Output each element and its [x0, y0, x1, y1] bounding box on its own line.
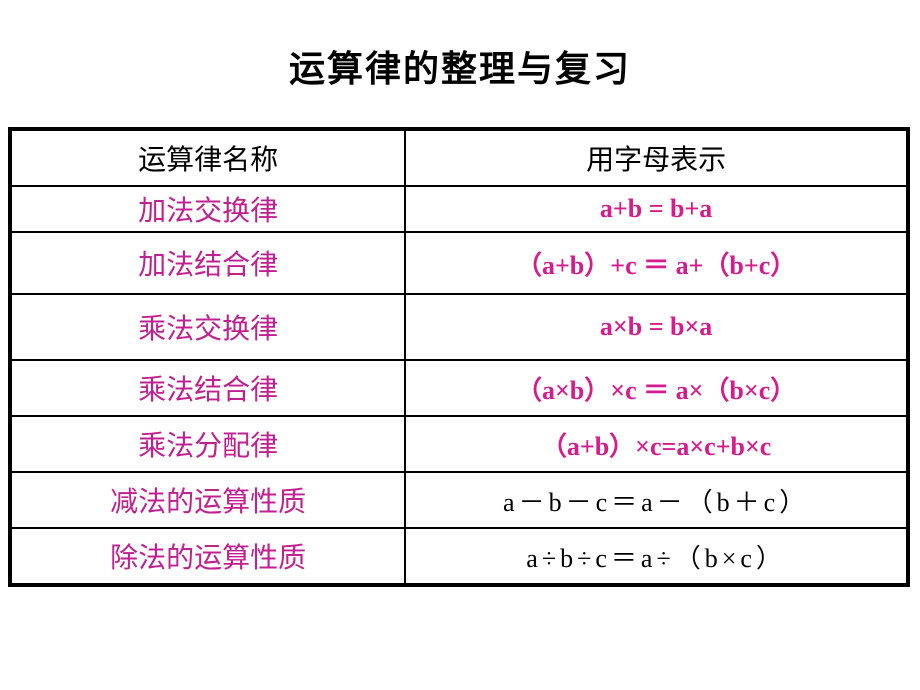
law-name: 乘法交换律 [138, 314, 278, 345]
law-name: 乘法结合律 [138, 375, 278, 406]
table-row: 乘法分配律 （a+b）×c=a×c+b×c [11, 416, 907, 472]
law-formula: （a×b）×c ＝ a×（b×c） [516, 376, 796, 405]
law-name: 乘法分配律 [138, 431, 278, 462]
law-formula: （a+b）×c=a×c+b×c [541, 432, 771, 461]
table-row: 减法的运算性质 a－b－c＝a－（b＋c） [11, 472, 907, 528]
page-title: 运算律的整理与复习 [0, 0, 920, 127]
header-name: 运算律名称 [11, 130, 405, 186]
table-row: 除法的运算性质 a÷b÷c＝a÷（b×c） [11, 528, 907, 584]
laws-table: 运算律名称 用字母表示 加法交换律 a+b = b+a 加法结合律 （a+b）+… [10, 129, 908, 585]
law-name: 加法结合律 [138, 250, 278, 281]
header-formula: 用字母表示 [405, 130, 907, 186]
laws-table-container: 运算律名称 用字母表示 加法交换律 a+b = b+a 加法结合律 （a+b）+… [8, 127, 910, 587]
law-name: 加法交换律 [138, 196, 278, 227]
law-name: 减法的运算性质 [110, 487, 306, 518]
law-formula: a÷b÷c＝a÷（b×c） [526, 544, 786, 573]
table-row: 加法结合律 （a+b）+c ＝ a+（b+c） [11, 232, 907, 294]
table-row: 乘法交换律 a×b = b×a [11, 294, 907, 360]
table-header-row: 运算律名称 用字母表示 [11, 130, 907, 186]
law-formula: a+b = b+a [600, 194, 712, 223]
law-formula: a×b = b×a [600, 312, 712, 341]
table-row: 乘法结合律 （a×b）×c ＝ a×（b×c） [11, 360, 907, 416]
law-formula: a－b－c＝a－（b＋c） [503, 488, 809, 517]
law-name: 除法的运算性质 [110, 543, 306, 574]
law-formula: （a+b）+c ＝ a+（b+c） [516, 251, 796, 280]
table-row: 加法交换律 a+b = b+a [11, 186, 907, 232]
